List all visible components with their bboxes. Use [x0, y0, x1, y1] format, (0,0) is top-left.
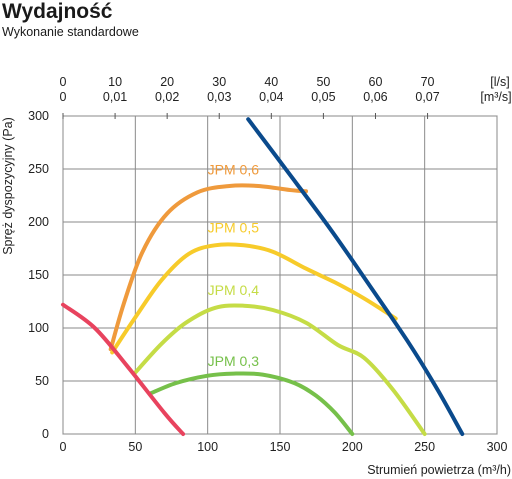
top-tick-label-m3s: 0,06: [363, 90, 387, 104]
y-tick-label: 100: [28, 321, 49, 335]
y-tick-label: 50: [35, 374, 49, 388]
y-axis-label: Spręż dyspozycyjny (Pa): [1, 117, 15, 255]
series-label: JPM 0,5: [208, 220, 260, 236]
y-tick-label: 150: [28, 268, 49, 282]
x-tick-label: 200: [342, 440, 363, 454]
top-tick-label-ls: 60: [369, 75, 383, 89]
top-axis-unit-ls: [l/s]: [490, 75, 509, 89]
x-tick-label: 300: [487, 440, 508, 454]
system-limit-curve-red: [61, 302, 186, 436]
top-tick-label-ls: 70: [421, 75, 435, 89]
series-label: JPM 0,4: [208, 282, 260, 298]
top-tick-label-m3s: 0,07: [415, 90, 439, 104]
top-axis-unit-m3s: [m³/s]: [480, 90, 511, 104]
x-tick-label: 150: [270, 440, 291, 454]
series-label: JPM 0,6: [208, 161, 260, 177]
top-tick-label-ls: 20: [160, 75, 174, 89]
top-tick-label-m3s: 0,05: [311, 90, 335, 104]
top-tick-label-ls: 10: [108, 75, 122, 89]
top-tick-label-ls: 50: [316, 75, 330, 89]
y-tick-label: 250: [28, 162, 49, 176]
curves: [61, 117, 465, 436]
fan-curve-jpm-0-3: [147, 371, 355, 436]
series-labels: JPM 0,6 JPM 0,5 JPM 0,4 JPM 0,3: [208, 161, 260, 369]
top-tick-label-ls: 40: [264, 75, 278, 89]
top-tick-label-m3s: 0,04: [259, 90, 283, 104]
top-tick-label-m3s: 0,01: [103, 90, 127, 104]
chart-subtitle: Wykonanie standardowe: [2, 25, 139, 39]
series-label: JPM 0,3: [208, 353, 260, 369]
top-tick-label-ls: 30: [212, 75, 226, 89]
x-tick-label: 50: [128, 440, 142, 454]
fan-curve-jpm-0-6: [108, 183, 308, 352]
top-tick-label-ls: 0: [60, 75, 67, 89]
x-tick-label: 0: [60, 440, 67, 454]
x-tick-label: 250: [414, 440, 435, 454]
fan-curve-jpm-0-4: [133, 303, 427, 436]
x-tick-label: 100: [197, 440, 218, 454]
top-tick-label-m3s: 0,02: [155, 90, 179, 104]
y-tick-label: 300: [28, 109, 49, 123]
top-tick-label-m3s: 0: [60, 90, 67, 104]
top-tick-label-m3s: 0,03: [207, 90, 231, 104]
fan-curve-jpm-0-5: [110, 242, 398, 355]
chart-title: Wydajność: [2, 0, 113, 23]
x-axis-label: Strumień powietrza (m³/h): [367, 463, 511, 477]
y-tick-label: 200: [28, 215, 49, 229]
system-limit-curve-blue: [246, 117, 465, 436]
y-tick-label: 0: [42, 427, 49, 441]
